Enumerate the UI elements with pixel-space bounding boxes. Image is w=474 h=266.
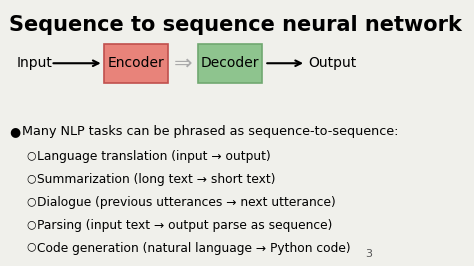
Text: Encoder: Encoder [107,56,164,70]
Text: ⇒: ⇒ [173,53,192,73]
Text: Code generation (natural language → Python code): Code generation (natural language → Pyth… [37,242,351,255]
Text: ○: ○ [26,150,36,160]
FancyBboxPatch shape [198,44,263,83]
Text: Many NLP tasks can be phrased as sequence-to-sequence:: Many NLP tasks can be phrased as sequenc… [22,125,399,138]
Text: Parsing (input text → output parse as sequence): Parsing (input text → output parse as se… [37,219,333,232]
Text: ○: ○ [26,173,36,183]
Text: Decoder: Decoder [201,56,260,70]
Text: Sequence to sequence neural network: Sequence to sequence neural network [9,15,462,35]
Text: ○: ○ [26,219,36,229]
Text: ●: ● [9,125,20,138]
Text: Input: Input [17,56,53,70]
Text: ○: ○ [26,242,36,252]
Text: 3: 3 [365,249,372,259]
FancyBboxPatch shape [103,44,168,83]
Text: Output: Output [308,56,356,70]
Text: ○: ○ [26,196,36,206]
Text: Language translation (input → output): Language translation (input → output) [37,150,271,163]
Text: Summarization (long text → short text): Summarization (long text → short text) [37,173,276,186]
Text: Dialogue (previous utterances → next utterance): Dialogue (previous utterances → next utt… [37,196,336,209]
